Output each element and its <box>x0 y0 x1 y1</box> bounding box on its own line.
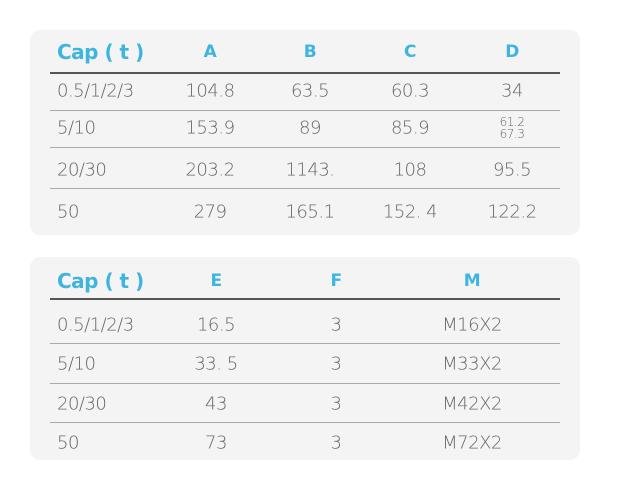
table-cell: M33X2 <box>442 353 502 375</box>
table-panel <box>30 257 580 460</box>
header-cell: F <box>330 271 342 291</box>
table-cell: 50 <box>57 201 79 223</box>
cell-line: 61.2 <box>499 115 525 129</box>
header-cell: E <box>210 271 222 291</box>
header-cell: Cap ( t ) <box>57 269 144 293</box>
table-cell: 20/30 <box>57 159 107 181</box>
table-cell: 20/30 <box>57 393 107 415</box>
table-cell: 0.5/1/2/3 <box>57 314 134 336</box>
table-cell: 3 <box>330 393 342 415</box>
table-cell: 34 <box>501 80 523 102</box>
table-cell: 122.2 <box>487 201 537 223</box>
row-rule <box>50 383 560 384</box>
header-cell: C <box>404 42 416 62</box>
table-cell: 33. 5 <box>194 353 238 375</box>
table-cell: 85.9 <box>390 117 430 139</box>
table-cell: M42X2 <box>442 393 502 415</box>
table-cell: M16X2 <box>442 314 502 336</box>
table-cell: 3 <box>330 353 342 375</box>
table-cell: 152. 4 <box>382 201 438 223</box>
header-rule <box>50 72 560 74</box>
header-cell: M <box>463 271 481 291</box>
table-cell: 5/10 <box>57 353 96 375</box>
table-cell: 104.8 <box>185 80 235 102</box>
header-cell: A <box>203 42 217 62</box>
table-cell: 63.5 <box>290 80 330 102</box>
table-cell: 153.9 <box>185 117 235 139</box>
table-cell: 43 <box>205 393 227 415</box>
row-rule <box>50 147 560 148</box>
stacked-cell: 61.2 67.3 <box>500 116 525 140</box>
header-cell: Cap ( t ) <box>57 40 144 64</box>
header-cell: B <box>303 42 317 62</box>
table-cell: 16.5 <box>196 314 236 336</box>
row-rule <box>50 422 560 423</box>
table-cell: 50 <box>57 432 79 454</box>
table-panel <box>30 30 580 235</box>
table-cell: 5/10 <box>57 117 96 139</box>
table-cell: 279 <box>193 201 227 223</box>
table-cell: M72X2 <box>442 432 502 454</box>
table-cell: 3 <box>330 314 342 336</box>
table-cell: 165.1 <box>285 201 335 223</box>
header-rule <box>50 298 560 300</box>
header-cell: D <box>505 42 519 62</box>
table-cell: 0.5/1/2/3 <box>57 80 134 102</box>
table-cell: 89 <box>299 117 321 139</box>
table-cell: 73 <box>205 432 227 454</box>
table-cell: 203.2 <box>185 159 235 181</box>
table-cell: 3 <box>330 432 342 454</box>
table-cell: 95.5 <box>492 159 532 181</box>
row-rule <box>50 343 560 344</box>
table-cell: 108 <box>393 159 427 181</box>
table-cell: 1143. <box>285 159 335 181</box>
row-rule <box>50 110 560 111</box>
table-cell: 60.3 <box>390 80 430 102</box>
row-rule <box>50 188 560 189</box>
cell-line: 67.3 <box>499 127 525 141</box>
